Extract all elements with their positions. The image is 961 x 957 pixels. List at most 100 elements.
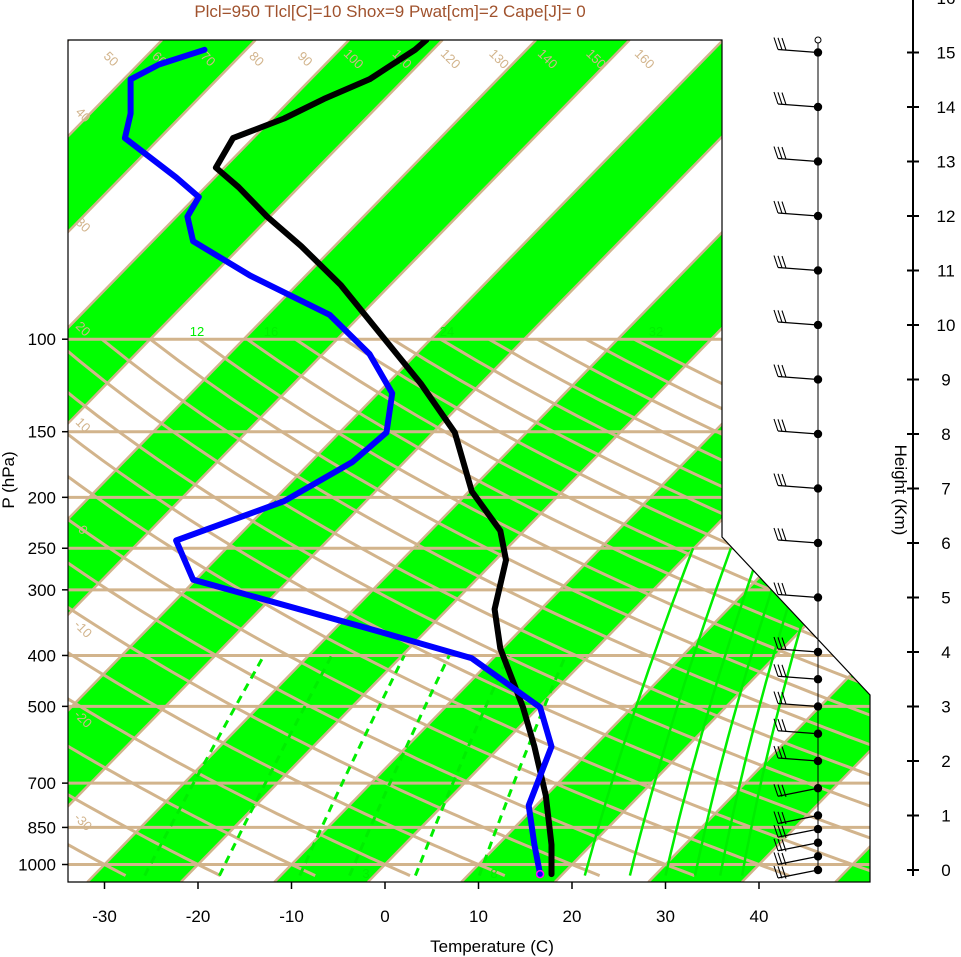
wind-barb-feather [773, 37, 779, 50]
mixing-ratio-line [693, 547, 787, 876]
y-tick-label: 400 [28, 646, 56, 665]
wind-barb-feather [777, 419, 783, 432]
mixing-ratio-label: 16 [264, 324, 278, 339]
mixing-ratio-label: 32 [649, 324, 663, 339]
height-tick-label: 7 [941, 480, 950, 499]
wind-barb [777, 321, 819, 326]
dry-adiabat [68, 338, 790, 878]
wind-barb [777, 855, 819, 865]
wind-barb-feather [781, 825, 787, 838]
wind-barb-feather [781, 310, 787, 323]
plot-frame [67, 39, 871, 883]
dry-adiabat [68, 338, 696, 878]
wind-barb-feather [777, 637, 783, 650]
wind-barb-feather [781, 364, 787, 378]
wind-barb-feather [777, 528, 783, 541]
isotherm-label: -30 [723, 233, 747, 257]
temperature-axis: -30 -20 -10 0 10 20 30 40 [92, 882, 768, 926]
mixing-ratio-label: 8 [490, 866, 497, 881]
height-axis-label: Height (Km) [891, 445, 910, 536]
wind-barb-feather [781, 852, 787, 866]
height-tick-label: 8 [941, 425, 950, 444]
isotherm-band [68, 40, 630, 882]
wind-barb-feather [781, 691, 787, 705]
wind-barb [777, 484, 819, 490]
wind-barb-feather [773, 664, 779, 677]
isotherm-line [68, 40, 724, 882]
dry-adiabat [68, 338, 601, 877]
wind-barb [777, 814, 819, 825]
x-tick-label: 0 [380, 907, 389, 926]
wind-barb-feather [777, 718, 783, 732]
wind-barb-feather [777, 582, 783, 595]
dry-adiabat-label: 80 [246, 48, 267, 69]
wind-barb-feather [777, 364, 783, 377]
wind-barb-feather [773, 364, 779, 377]
wind-barb [777, 430, 819, 435]
wind-top-marker [814, 36, 822, 44]
wind-barb-feather [781, 582, 787, 596]
y-tick-label: 200 [28, 488, 56, 507]
dry-adiabat [246, 337, 870, 878]
wind-barb-feather [777, 664, 783, 677]
wind-barb-feather [777, 146, 783, 159]
series-line-temperature [212, 40, 555, 878]
wind-barb-feather [773, 852, 779, 865]
height-axis: 012345678910111213141516 [907, 0, 955, 880]
wind-barb-feather [781, 473, 787, 487]
mixing-ratio-line [740, 547, 826, 876]
wind-barb-feather [777, 838, 783, 852]
mixing-ratio-line [298, 654, 406, 877]
dry-adiabat [68, 338, 127, 877]
wind-barb-feather [777, 691, 783, 704]
wind-barb-feather [777, 201, 783, 214]
height-tick-label: 16 [937, 0, 956, 8]
wind-barb [777, 48, 819, 54]
wind-barb-feather [773, 527, 779, 541]
isotherm-line [68, 40, 350, 882]
isotherm-line [68, 40, 818, 882]
wind-barb-feather [773, 200, 779, 214]
wind-barb-feather [773, 865, 779, 879]
isotherm-label: 20 [847, 646, 868, 667]
dry-adiabat [0, 339, 31, 875]
x-tick-label: 40 [750, 907, 769, 926]
x-tick-label: -20 [186, 907, 211, 926]
mixing-ratio-label: 12 [190, 324, 204, 339]
y-tick-label: 150 [28, 423, 56, 442]
wind-barb-feather [777, 473, 783, 486]
wind-barb-feather [773, 718, 779, 731]
dry-adiabat [68, 338, 870, 878]
x-tick-label: 20 [563, 907, 582, 926]
wind-barb [777, 730, 819, 735]
height-tick-label: 15 [937, 44, 956, 63]
wind-barb-feather [781, 419, 787, 432]
wind-barb-feather [773, 255, 779, 268]
isotherm-line [460, 40, 870, 882]
dry-adiabat [68, 338, 870, 878]
wind-barb-feather [777, 852, 783, 865]
dry-adiabat-label: 160 [632, 46, 658, 72]
y-tick-label: 700 [28, 774, 56, 793]
wind-barb [777, 828, 819, 838]
wind-profile [773, 36, 823, 879]
y-tick-label: 300 [28, 581, 56, 600]
height-tick-label: 1 [941, 807, 950, 826]
wind-barb-feather [781, 255, 787, 269]
y-tick-label: 100 [28, 330, 56, 349]
pressure-axis: 100 150 200 250 300 400 500 700 850 1000 [18, 330, 68, 875]
wind-barb-feather [781, 92, 787, 105]
height-tick-label: 14 [937, 98, 956, 117]
y-tick-label: 850 [28, 818, 56, 837]
wind-barb [777, 375, 819, 381]
wind-barb-feather [777, 825, 783, 838]
isotherm-label: -40 [723, 123, 747, 147]
wind-barb-feather [773, 309, 779, 323]
wind-barb-feather [781, 839, 787, 852]
wind-barb-feather [773, 636, 779, 650]
isotherm-line [554, 40, 870, 882]
isotherm-label: 0 [750, 540, 765, 556]
wind-barb-feather [781, 784, 787, 798]
wind-barb [777, 757, 819, 762]
